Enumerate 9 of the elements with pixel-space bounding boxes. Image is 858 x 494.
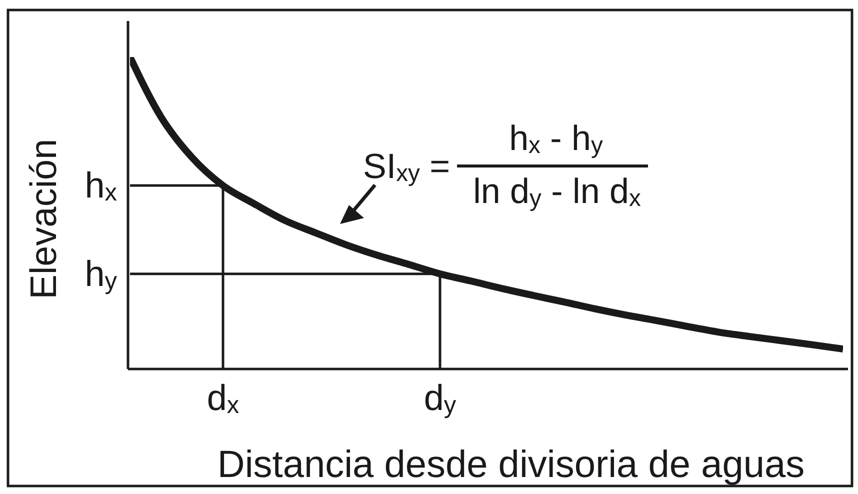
annotation: h$_{x}$ - h$_{y}$ [509,119,604,159]
x-tick-label: d$_{x}$ [206,377,240,419]
ref-line-label: h$_{x}$ [84,164,117,207]
x-axis-title: Distancia desde divisoria de aguas [217,444,805,486]
annotation: SI$_{xy}$ = [363,147,450,187]
annotation: ln d$_{y}$ - ln d$_{x}$ [473,172,641,212]
y-axis-title: Elevación [23,138,64,300]
ref-line-label: h$_{y}$ [84,252,118,295]
x-tick-label: d$_{y}$ [424,377,457,419]
